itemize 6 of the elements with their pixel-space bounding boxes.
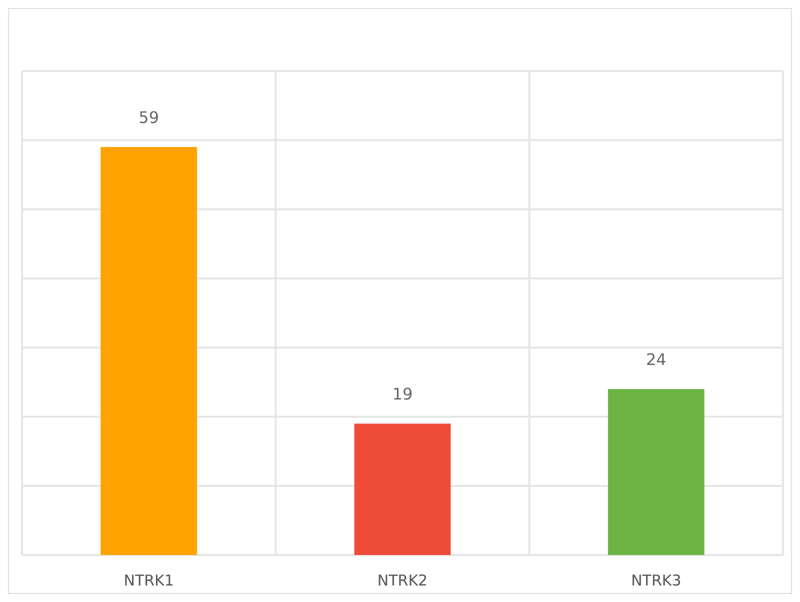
data-label: 59 bbox=[138, 108, 160, 128]
x-tick-label: NTRK2 bbox=[377, 571, 428, 590]
data-label: 24 bbox=[646, 350, 666, 370]
x-tick-label: NTRK3 bbox=[631, 571, 682, 590]
x-tick-label: NTRK1 bbox=[124, 571, 174, 590]
data-label: 19 bbox=[392, 384, 413, 404]
